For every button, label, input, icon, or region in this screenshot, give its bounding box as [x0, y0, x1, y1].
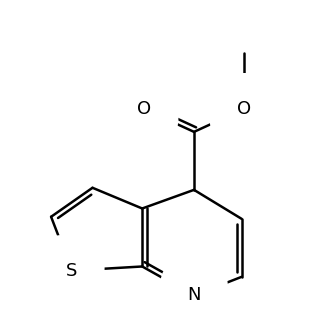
Text: N: N	[187, 286, 201, 305]
Text: O: O	[137, 100, 151, 118]
Text: O: O	[237, 100, 251, 118]
Text: S: S	[66, 262, 78, 280]
